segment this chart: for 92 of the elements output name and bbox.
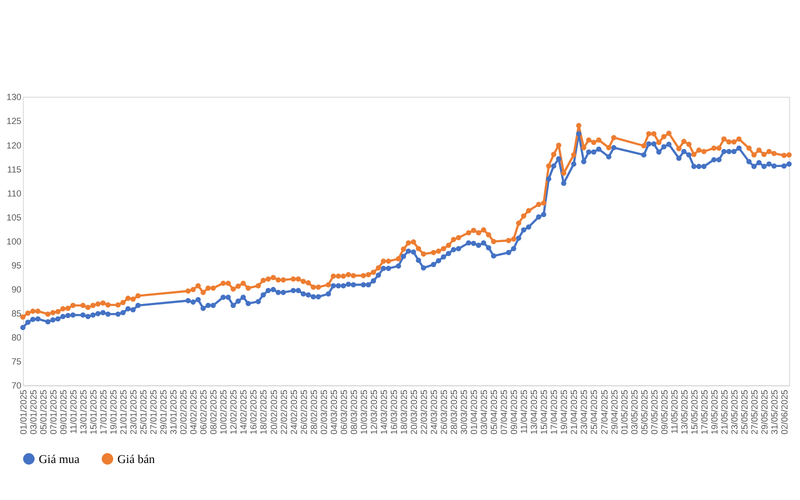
x-tick-label: 16/03/2025	[388, 390, 399, 434]
y-tick-label: 85	[11, 308, 22, 319]
x-tick-label: 24/03/2025	[428, 390, 439, 434]
x-tick-label: 23/05/2025	[729, 390, 740, 434]
x-tick-label: 13/05/2025	[679, 390, 690, 434]
x-tick-label: 11/04/2025	[519, 390, 530, 434]
legend-label: Giá bán	[117, 452, 155, 466]
x-tick-label: 07/01/2025	[48, 390, 58, 434]
x-tick-label: 29/05/2025	[760, 390, 770, 434]
x-tick-label: 14/02/2025	[238, 390, 249, 434]
y-tick-label: 130	[6, 92, 22, 102]
x-tick-label: 18/02/2025	[258, 390, 269, 434]
x-tick-label: 19/01/2025	[108, 390, 119, 434]
x-tick-label: 03/04/2025	[479, 390, 490, 434]
x-tick-label: 15/05/2025	[689, 390, 700, 434]
x-tick-label: 17/05/2025	[699, 390, 710, 434]
x-tick-label: 27/01/2025	[148, 390, 159, 434]
x-tick-label: 23/04/2025	[579, 390, 590, 434]
x-tick-label: 02/02/2025	[178, 390, 189, 434]
y-tick-label: 100	[6, 236, 22, 246]
y-tick-label: 80	[11, 332, 22, 343]
x-tick-label: 25/05/2025	[739, 390, 750, 434]
x-tick-label: 05/01/2025	[38, 390, 48, 434]
x-tick-label: 20/03/2025	[408, 390, 419, 434]
y-tick-label: 95	[11, 260, 22, 271]
y-tick-label: 70	[11, 380, 22, 391]
x-tick-label: 02/03/2025	[318, 390, 329, 434]
x-tick-label: 09/01/2025	[58, 390, 68, 434]
y-tick-label: 120	[6, 140, 22, 150]
x-tick-label: 12/03/2025	[368, 390, 379, 434]
x-tick-label: 01/01/2025	[18, 390, 28, 434]
x-tick-label: 03/05/2025	[629, 390, 640, 434]
x-tick-label: 15/04/2025	[539, 390, 550, 434]
x-tick-label: 27/04/2025	[599, 390, 610, 434]
x-tick-label: 06/03/2025	[338, 390, 349, 434]
x-tick-label: 29/01/2025	[158, 390, 169, 434]
x-tick-label: 02/06/2025	[780, 390, 790, 434]
x-tick-label: 05/04/2025	[489, 390, 500, 434]
x-tick-label: 22/03/2025	[418, 390, 429, 434]
x-tick-label: 20/02/2025	[268, 390, 279, 434]
x-tick-label: 22/02/2025	[278, 390, 289, 434]
x-tick-label: 17/04/2025	[549, 390, 560, 434]
x-tick-label: 19/04/2025	[559, 390, 570, 434]
x-tick-label: 18/03/2025	[398, 390, 409, 434]
x-tick-label: 25/04/2025	[589, 390, 600, 434]
x-tick-label: 09/05/2025	[659, 390, 670, 434]
x-tick-label: 28/03/2025	[449, 390, 460, 434]
x-tick-label: 07/04/2025	[499, 390, 510, 434]
x-tick-label: 16/02/2025	[248, 390, 259, 434]
x-tick-label: 13/01/2025	[78, 390, 88, 434]
x-tick-label: 21/05/2025	[719, 390, 730, 434]
y-tick-label: 75	[11, 356, 22, 367]
legend-label: Giá mua	[38, 452, 80, 466]
x-tick-label: 10/03/2025	[358, 390, 369, 434]
x-tick-label: 03/01/2025	[28, 390, 38, 434]
x-tick-label: 17/01/2025	[98, 390, 108, 434]
y-tick-label: 125	[6, 116, 22, 126]
x-tick-label: 14/03/2025	[378, 390, 389, 434]
x-tick-label: 21/04/2025	[569, 390, 580, 434]
x-tick-label: 11/01/2025	[68, 390, 78, 434]
x-tick-label: 07/05/2025	[649, 390, 660, 434]
x-tick-label: 26/02/2025	[298, 390, 309, 434]
x-tick-label: 31/05/2025	[770, 390, 780, 434]
x-tick-label: 04/02/2025	[188, 390, 199, 434]
x-tick-label: 29/04/2025	[609, 390, 620, 434]
x-tick-label: 31/01/2025	[168, 390, 179, 434]
x-tick-label: 25/01/2025	[138, 390, 149, 434]
x-tick-label: 12/02/2025	[228, 390, 239, 434]
x-tick-label: 04/03/2025	[328, 390, 339, 434]
x-tick-label: 30/03/2025	[459, 390, 470, 434]
x-tick-label: 21/01/2025	[118, 390, 129, 434]
x-tick-label: 13/04/2025	[529, 390, 540, 434]
x-tick-label: 11/05/2025	[669, 390, 680, 434]
y-tick-label: 110	[7, 188, 22, 198]
x-tick-label: 28/02/2025	[308, 390, 319, 434]
y-tick-label: 115	[7, 164, 22, 174]
y-tick-label: 90	[11, 284, 22, 295]
x-tick-label: 06/02/2025	[198, 390, 209, 434]
x-tick-label: 01/04/2025	[469, 390, 480, 434]
x-tick-label: 10/02/2025	[218, 390, 229, 434]
x-tick-label: 26/03/2025	[439, 390, 450, 434]
x-tick-label: 08/03/2025	[348, 390, 359, 434]
x-tick-label: 24/02/2025	[288, 390, 299, 434]
x-tick-label: 23/01/2025	[128, 390, 139, 434]
x-tick-label: 01/05/2025	[619, 390, 630, 434]
x-tick-label: 08/02/2025	[208, 390, 219, 434]
x-tick-label: 27/05/2025	[749, 390, 760, 434]
y-tick-label: 105	[6, 212, 22, 222]
x-tick-label: 09/04/2025	[509, 390, 520, 434]
x-tick-label: 05/05/2025	[639, 390, 650, 434]
x-tick-label: 19/05/2025	[709, 390, 720, 434]
x-tick-label: 15/01/2025	[88, 390, 98, 434]
